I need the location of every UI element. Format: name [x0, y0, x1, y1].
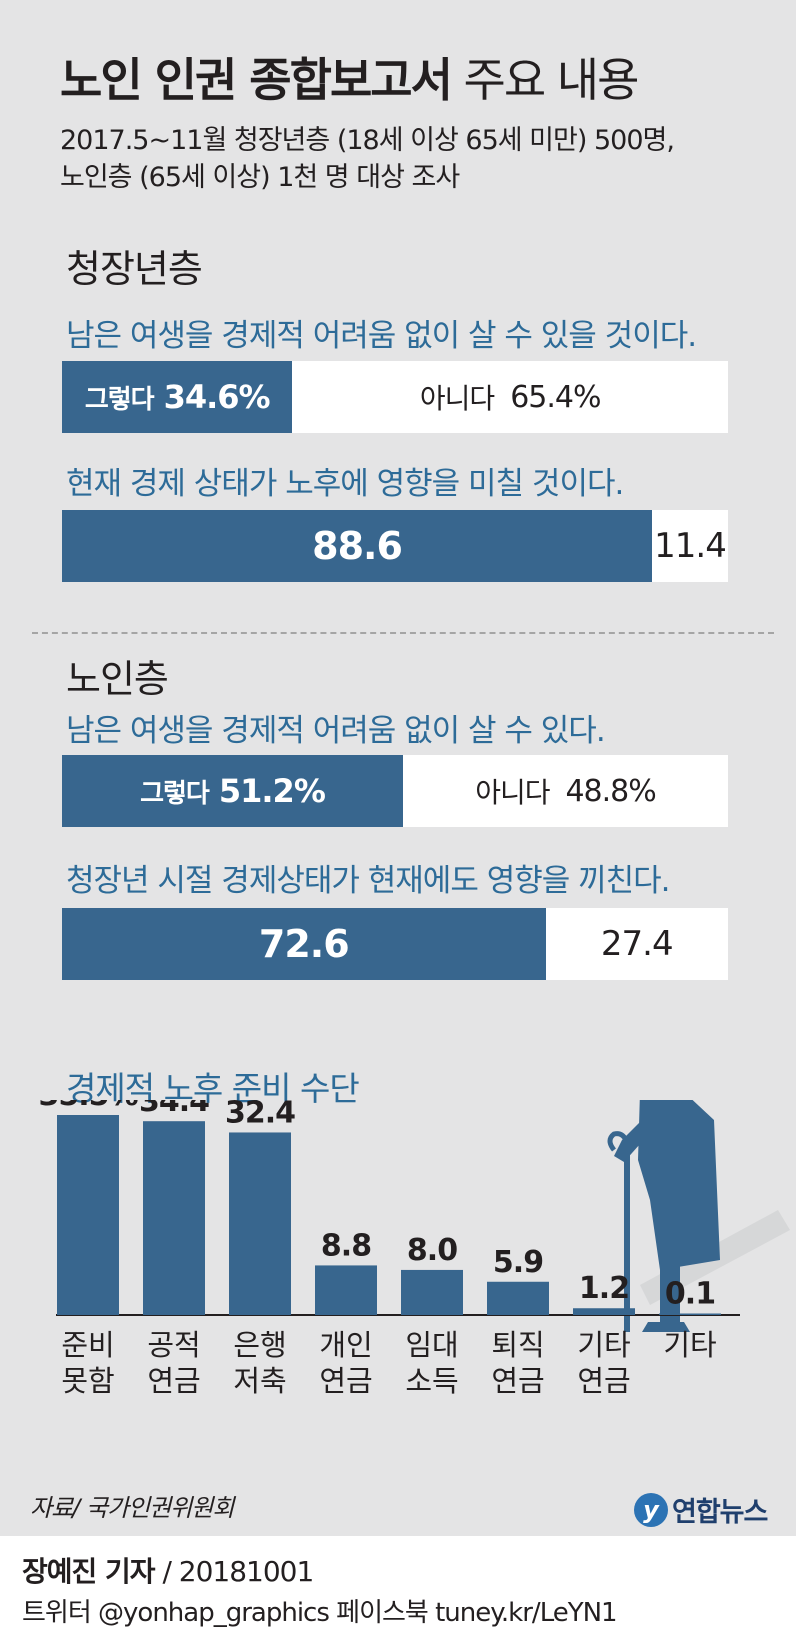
publish-date: / 20181001 [154, 1555, 314, 1588]
question-young-1: 남은 여생을 경제적 어려움 없이 살 수 있을 것이다. [66, 318, 697, 354]
bar-value-label: 8.0 [407, 1233, 457, 1268]
category-label: 퇴직 [491, 1328, 544, 1362]
bar-value-label: 1.2 [579, 1271, 629, 1306]
bar-no-text: 아니다 65.4% [292, 361, 728, 433]
category-label: 기타 [577, 1328, 630, 1362]
bar-0 [57, 1115, 119, 1315]
subtitle-line-1: 2017.5~11월 청장년층 (18세 이상 65세 미만) 500명, [60, 125, 675, 156]
yes-value: 51.2% [218, 772, 326, 810]
no-value: 48.8% [565, 773, 656, 809]
logo-text: 연합뉴스 [672, 1497, 768, 1528]
category-label: 연금 [577, 1364, 630, 1398]
subtitle-line-2: 노인층 (65세 이상) 1천 명 대상 조사 [60, 162, 460, 193]
bar-yes-text: 그렇다 51.2% [62, 755, 403, 827]
no-value: 65.4% [510, 379, 601, 415]
bar-no-text: 11.4 [652, 510, 728, 582]
bar-no-text: 27.4 [546, 908, 728, 980]
preparation-bar-chart: 35.5%준비못함34.4공적연금32.4은행저축8.8개인연금8.0임대소득5… [38, 1100, 790, 1398]
reporter-credit: 장예진 기자 / 20181001 [22, 1550, 314, 1590]
title-light: 주요 내용 [463, 53, 640, 107]
yes-value: 34.6% [163, 378, 271, 416]
no-label: 아니다 [419, 382, 495, 415]
category-label: 개인 [319, 1328, 372, 1362]
reporter-name: 장예진 기자 [22, 1555, 156, 1588]
section-title-elderly: 노인층 [66, 657, 169, 701]
category-label: 은행 [233, 1328, 286, 1362]
bar-3 [315, 1265, 377, 1315]
title-bold: 노인 인권 종합보고서 [60, 53, 453, 107]
category-label: 연금 [147, 1364, 200, 1398]
stacked-bar-elderly-1: 그렇다 51.2% 아니다 48.8% [62, 755, 728, 827]
bar-yes-text: 72.6 [62, 908, 546, 980]
question-young-2: 현재 경제 상태가 노후에 영향을 미칠 것이다. [66, 466, 624, 502]
bar-6 [573, 1308, 635, 1315]
yes-value: 88.6 [312, 524, 403, 568]
stacked-bar-elderly-2: 72.6 27.4 [62, 908, 728, 980]
section-divider [32, 632, 774, 634]
stacked-bar-young-1: 그렇다 34.6% 아니다 65.4% [62, 361, 728, 433]
category-label: 연금 [491, 1364, 544, 1398]
question-elderly-1: 남은 여생을 경제적 어려움 없이 살 수 있다. [66, 713, 606, 749]
page-title: 노인 인권 종합보고서 주요 내용 [60, 44, 640, 110]
category-label: 공적 [147, 1328, 200, 1362]
bar-value-label: 0.1 [665, 1277, 715, 1312]
bar-7 [659, 1313, 721, 1315]
category-label: 소득 [405, 1364, 458, 1398]
no-label: 아니다 [475, 776, 550, 809]
bar-fill-yes [62, 361, 293, 433]
bar-value-label: 5.9 [493, 1245, 543, 1280]
yes-value: 72.6 [258, 922, 350, 966]
social-links: 트위터 @yonhap_graphics 페이스북 tuney.kr/LeYN1 [22, 1598, 618, 1628]
category-label: 저축 [233, 1364, 286, 1398]
section-title-young: 청장년층 [66, 247, 203, 291]
bar-yes-text: 88.6 [62, 510, 652, 582]
category-label: 기타 [663, 1328, 716, 1362]
category-label: 임대 [405, 1328, 458, 1362]
logo-mark-icon: y [634, 1492, 668, 1527]
bar-yes-text: 그렇다 34.6% [62, 361, 292, 433]
no-value: 11.4 [654, 526, 727, 566]
bar-fill-yes [62, 510, 653, 582]
category-label: 못함 [61, 1364, 114, 1398]
bar-value-label: 8.8 [321, 1228, 371, 1263]
bar-1 [143, 1121, 205, 1315]
bar-no-text: 아니다 48.8% [403, 755, 728, 827]
yes-label: 그렇다 [84, 384, 155, 415]
yonhap-logo: y 연합뉴스 [634, 1490, 768, 1529]
bar-value-label: 32.4 [225, 1100, 295, 1130]
category-label: 연금 [319, 1364, 372, 1398]
bar-2 [229, 1132, 291, 1315]
bar-5 [487, 1281, 549, 1315]
stacked-bar-young-2: 88.6 11.4 [62, 510, 728, 582]
chart-heading: 경제적 노후 준비 수단 [66, 1069, 360, 1108]
elderly-woman-illustration [607, 1100, 790, 1332]
bar-value-label: 34.4 [139, 1100, 209, 1119]
yes-label: 그렇다 [140, 778, 210, 809]
bar-4 [401, 1269, 463, 1315]
no-value: 27.4 [600, 924, 674, 964]
source-note: 자료/ 국가인권위원회 [30, 1494, 234, 1522]
category-label: 준비 [61, 1328, 114, 1362]
bar-value-label: 35.5% [38, 1100, 138, 1113]
bar-fill-yes [62, 908, 546, 980]
question-elderly-2: 청장년 시절 경제상태가 현재에도 영향을 끼친다. [66, 863, 671, 899]
bar-fill-yes [62, 755, 403, 827]
